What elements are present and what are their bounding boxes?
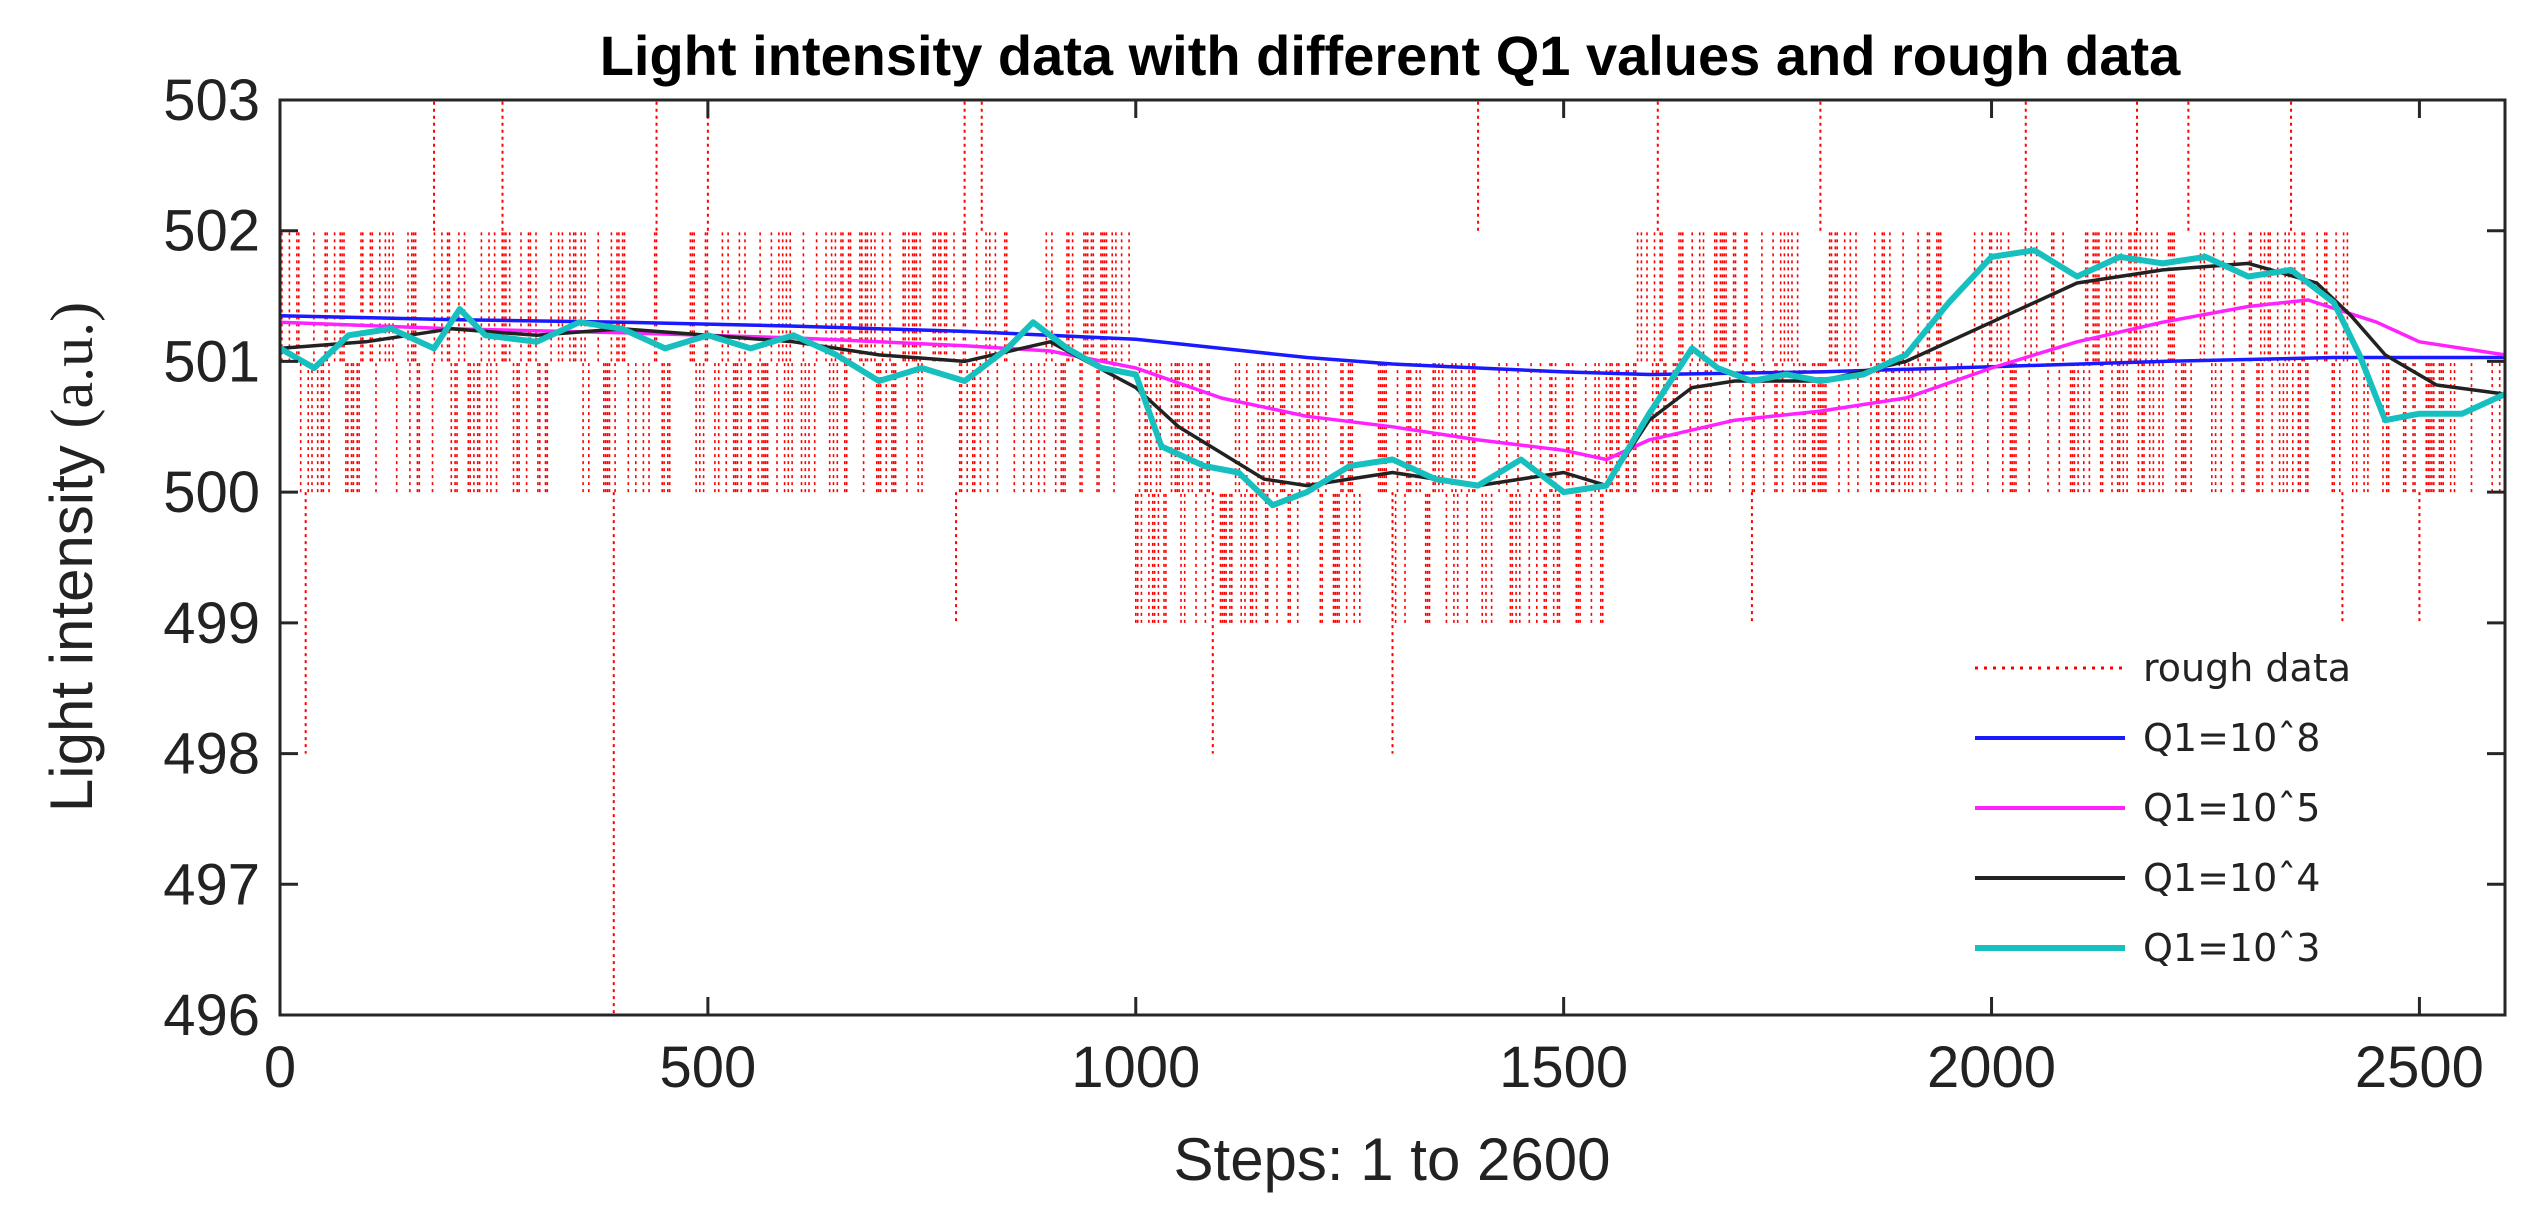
series-line-3 [278,247,2507,509]
series-line-1 [279,298,2506,462]
y-tick-label-0: 496 [163,983,260,1048]
series-layer [278,247,2507,509]
x-axis-label: Steps: 1 to 2600 [1174,1126,1611,1193]
axes-box [278,98,2507,1017]
y-tick-label-1: 497 [163,852,260,917]
x-tick-label-5: 2500 [2355,1035,2484,1100]
legend-label-0: rough data [2143,646,2351,690]
y-axis-label-text: Light intensity [38,445,105,812]
x-tick-label-1: 500 [659,1035,756,1100]
y-tick-label-2: 498 [163,722,260,787]
series-line-0 [279,313,2505,377]
legend-label-3: Q1=10ˆ4 [2143,856,2320,900]
y-axis-label: Light intensity (a.u.) [38,302,105,812]
chart-title: Light intensity data with different Q1 v… [600,24,2181,87]
rough-data-segment-0 [281,230,1130,493]
x-tick-label-0: 0 [264,1035,296,1100]
legend: rough data Q1=10ˆ8 Q1=10ˆ5 Q1=10ˆ4 Q1=10ˆ3 [1975,646,2351,970]
y-axis-label-unit: (a.u.) [39,302,105,429]
y-tick-label-3: 499 [163,591,260,656]
x-tick-label-2: 1000 [1071,1035,1200,1100]
y-tick-label-7: 503 [163,68,260,133]
rough-data-segment-2 [1616,230,2349,493]
legend-label-4: Q1=10ˆ3 [2143,926,2320,970]
legend-label-2: Q1=10ˆ5 [2143,786,2320,830]
x-tick-label-4: 2000 [1927,1035,2056,1100]
rough-data-segment-3 [2352,361,2501,493]
y-tick-label-4: 500 [163,460,260,525]
legend-label-1: Q1=10ˆ8 [2143,716,2320,760]
ticks-layer: 0 500 1000 1500 2000 2500 496 497 498 499 500 501 50… [163,68,2505,1100]
y-tick-label-6: 502 [163,199,260,264]
rough-data-layer [281,100,2501,1015]
x-tick-label-3: 1500 [1499,1035,1628,1100]
y-tick-label-5: 501 [163,329,260,394]
